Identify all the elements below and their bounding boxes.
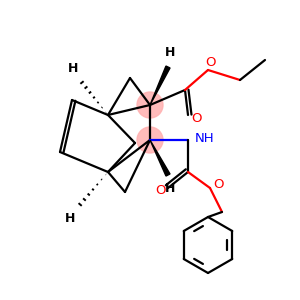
Text: O: O — [155, 184, 165, 197]
Circle shape — [137, 127, 163, 153]
Text: O: O — [205, 56, 215, 68]
Text: O: O — [191, 112, 201, 125]
Circle shape — [137, 92, 163, 118]
Text: NH: NH — [195, 133, 214, 146]
Text: O: O — [213, 178, 223, 191]
Text: H: H — [165, 46, 175, 59]
Text: H: H — [165, 182, 175, 196]
Text: H: H — [68, 61, 78, 74]
Text: H: H — [65, 212, 75, 226]
Polygon shape — [150, 66, 170, 105]
Polygon shape — [150, 140, 170, 176]
